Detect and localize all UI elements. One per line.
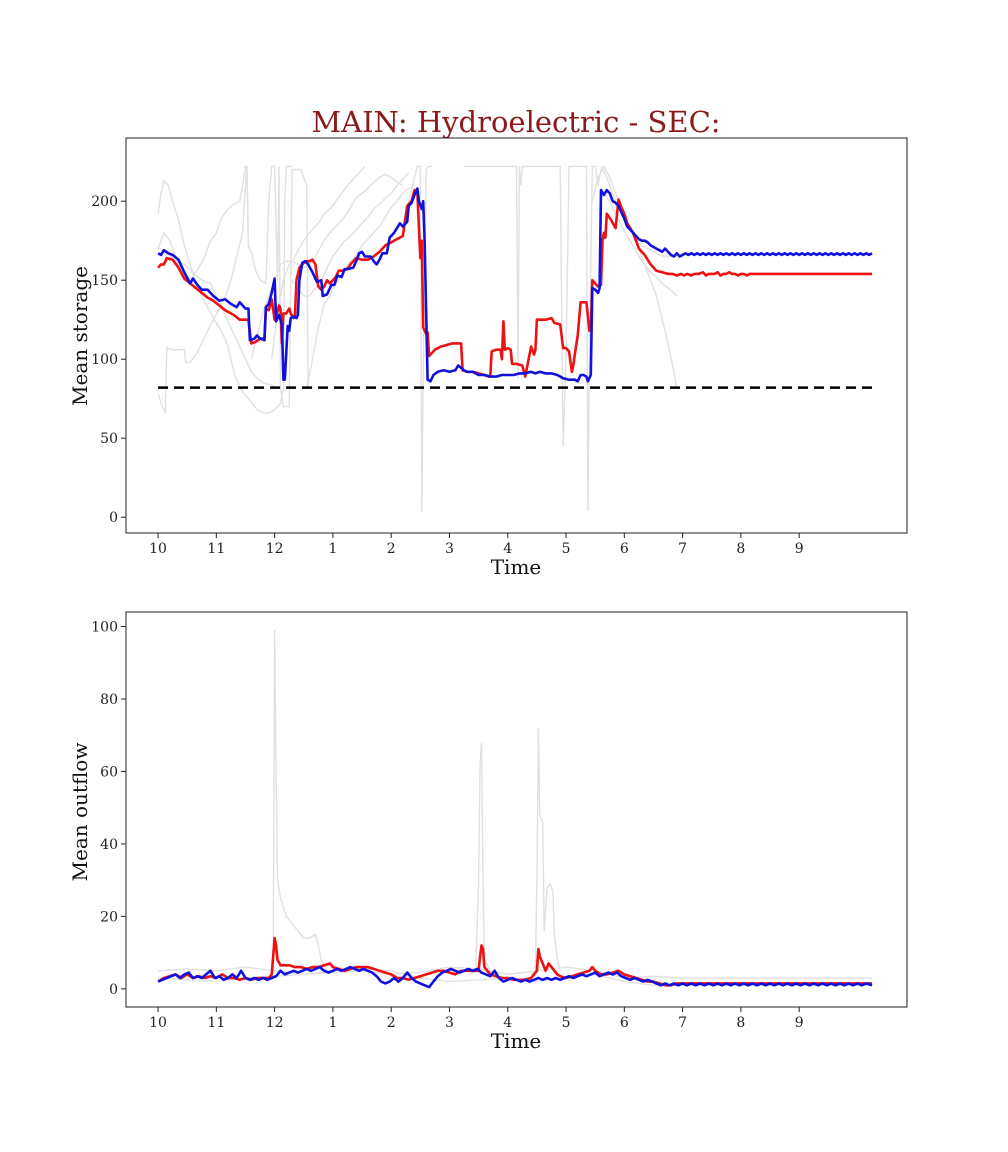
outflow-xtick-label-10: 8 xyxy=(736,1015,745,1031)
storage-grey-line-4 xyxy=(250,173,404,360)
storage-ytick-label-3: 150 xyxy=(91,273,118,289)
storage-xtick-label-11: 9 xyxy=(795,541,804,557)
storage-grey-line-3 xyxy=(157,247,275,387)
storage-blue-line xyxy=(157,187,873,383)
outflow-ytick-label-3: 60 xyxy=(100,764,118,780)
storage-panel: Mean storage Time 10 11 12 1 2 3 4 5 6 7 8 90501001… xyxy=(68,137,908,579)
outflow-xlabel: Time xyxy=(491,1029,542,1053)
storage-ytick-label-4: 200 xyxy=(91,194,118,210)
storage-xtick-label-0: 10 xyxy=(149,541,167,557)
outflow-grey-line-0 xyxy=(268,630,328,979)
storage-ytick-label-2: 100 xyxy=(91,352,118,368)
storage-grey-line-9 xyxy=(464,165,602,511)
storage-xtick-label-5: 3 xyxy=(445,541,454,557)
storage-plot-area xyxy=(157,164,873,513)
outflow-ytick-label-0: 0 xyxy=(109,982,118,998)
storage-ytick-label-0: 0 xyxy=(109,510,118,526)
outflow-xtick-label-6: 4 xyxy=(503,1015,512,1031)
outflow-ytick-label-2: 40 xyxy=(100,837,118,853)
storage-grey-line-5 xyxy=(291,172,410,297)
storage-plot-frame xyxy=(125,137,908,534)
outflow-xtick-label-9: 7 xyxy=(678,1015,687,1031)
outflow-plot-area xyxy=(157,630,873,989)
outflow-xtick-label-11: 9 xyxy=(795,1015,804,1031)
outflow-plot-frame xyxy=(125,611,908,1008)
outflow-xtick-label-5: 3 xyxy=(445,1015,454,1031)
outflow-ytick-label-1: 20 xyxy=(100,909,118,925)
storage-xtick-label-4: 2 xyxy=(387,541,396,557)
outflow-xtick-label-2: 12 xyxy=(266,1015,284,1031)
storage-grey-line-7 xyxy=(271,165,366,360)
outflow-ylabel: Mean outflow xyxy=(68,743,92,882)
storage-xtick-label-7: 5 xyxy=(562,541,571,557)
chart-title: MAIN: Hydroelectric - SEC: xyxy=(311,105,720,139)
outflow-grey-line-1 xyxy=(469,742,491,975)
storage-ylabel: Mean storage xyxy=(68,266,92,406)
outflow-grey-line-2 xyxy=(530,727,561,975)
outflow-ytick-label-4: 80 xyxy=(100,692,118,708)
storage-ytick-label-1: 50 xyxy=(100,431,118,447)
outflow-panel: Mean outflow Time 10 11 12 1 2 3 4 5 6 7 8 90204060… xyxy=(68,611,908,1053)
storage-grey-line-8 xyxy=(402,165,432,513)
storage-xlabel: Time xyxy=(491,555,542,579)
storage-xtick-label-3: 1 xyxy=(328,541,337,557)
outflow-xtick-label-1: 11 xyxy=(207,1015,225,1031)
storage-xtick-label-10: 8 xyxy=(736,541,745,557)
outflow-xtick-label-8: 6 xyxy=(620,1015,629,1031)
outflow-ytick-label-5: 100 xyxy=(91,619,118,635)
storage-xtick-label-9: 7 xyxy=(678,541,687,557)
outflow-xtick-label-7: 5 xyxy=(562,1015,571,1031)
outflow-xtick-label-3: 1 xyxy=(328,1015,337,1031)
storage-xtick-label-1: 11 xyxy=(207,541,225,557)
storage-xtick-label-8: 6 xyxy=(620,541,629,557)
outflow-xtick-label-4: 2 xyxy=(387,1015,396,1031)
storage-xtick-label-2: 12 xyxy=(266,541,284,557)
storage-grey-line-1 xyxy=(157,165,293,414)
storage-grey-line-11 xyxy=(600,166,677,258)
storage-xtick-label-6: 4 xyxy=(503,541,512,557)
outflow-grey-line-3 xyxy=(158,966,872,979)
storage-grey-line-10 xyxy=(591,164,678,388)
outflow-xtick-label-0: 10 xyxy=(149,1015,167,1031)
outflow-blue-line xyxy=(157,965,873,989)
storage-grey-line-6 xyxy=(306,184,415,388)
